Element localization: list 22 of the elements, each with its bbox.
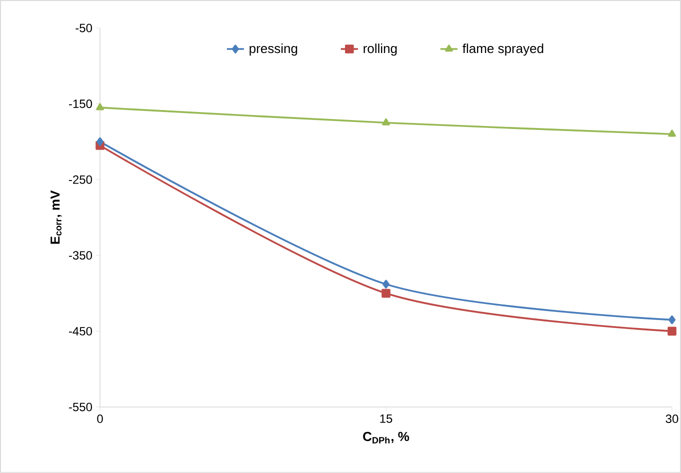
point	[382, 118, 390, 126]
x-tick-label: 0	[97, 414, 103, 424]
y-tick-label: -150	[68, 100, 92, 108]
point	[382, 288, 390, 298]
point	[96, 137, 104, 146]
y-tick-label: -550	[68, 402, 92, 412]
y-axis-title: E$_{corr}$, mV	[50, 190, 62, 244]
x-tick-label: 30	[666, 414, 678, 424]
y-tick-label: -450	[68, 326, 92, 336]
point	[668, 130, 676, 137]
x-axis-title: C$_{DPh}$, %	[363, 432, 410, 444]
y-tick-label: -350	[68, 251, 92, 260]
x-tick-label: 15	[380, 414, 392, 423]
y-tick-label: -250	[68, 175, 92, 184]
legend-label: pressing	[250, 44, 298, 56]
point	[668, 315, 676, 324]
legend-label: rolling	[364, 44, 397, 56]
legend-label: flame sprayed	[462, 44, 544, 56]
point	[96, 103, 104, 110]
y-tick-label: -50	[76, 24, 92, 32]
point	[382, 280, 390, 289]
point	[668, 326, 676, 336]
